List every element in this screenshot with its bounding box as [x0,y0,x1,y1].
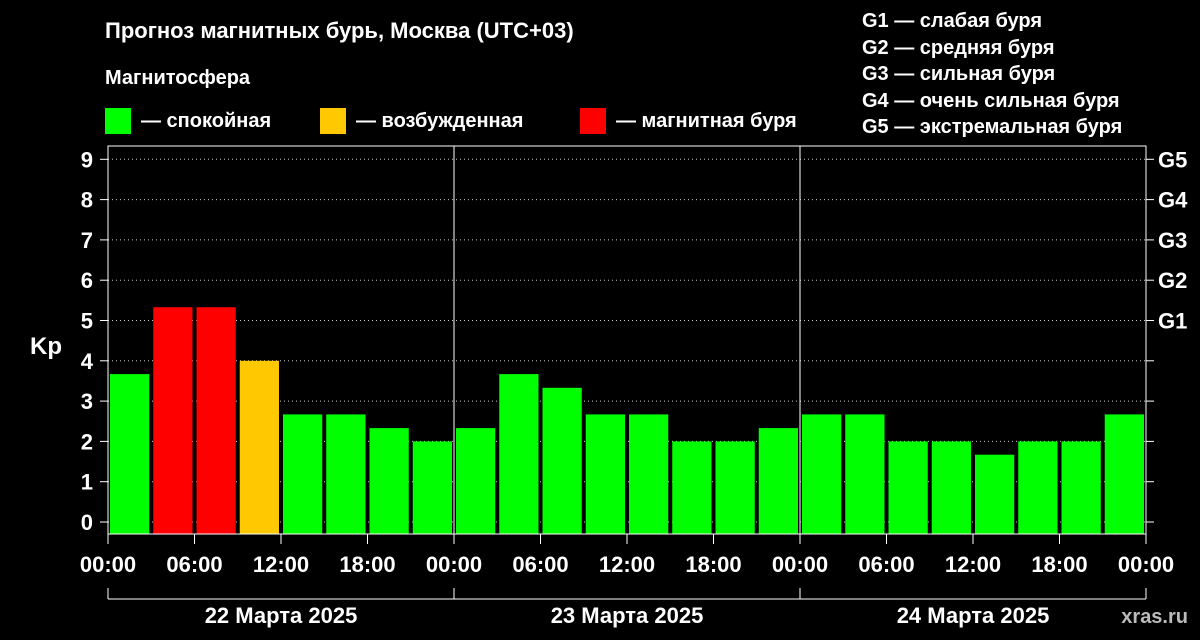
y-tick-label: 6 [81,268,93,293]
g-axis-label: G2 [1158,268,1187,293]
kp-bar [888,441,928,534]
x-tick-label: 00:00 [80,552,136,577]
y-tick-label: 4 [81,349,94,374]
y-axis-label: Kp [30,333,62,360]
y-tick-label: 9 [81,147,93,172]
kp-bar [412,441,452,534]
kp-bar [629,414,669,534]
g-axis-label: G1 [1158,309,1187,334]
kp-bar [1104,414,1144,534]
legend-swatch-storm [580,108,606,134]
kp-bar [239,360,279,534]
kp-bar [283,414,323,534]
x-tick-label: 00:00 [1118,552,1174,577]
kp-bar [715,441,755,534]
g-scale-g5: G5 — экстремальная буря [862,116,1123,138]
g-axis-label: G3 [1158,228,1187,253]
x-tick-label: 12:00 [945,552,1001,577]
day-label: 22 Марта 2025 [205,603,358,628]
kp-bar [672,441,712,534]
legend-item-active: — возбужденная [320,108,523,134]
x-tick-label: 18:00 [339,552,395,577]
kp-bar [1061,441,1101,534]
legend-swatch-quiet [105,108,131,134]
y-tick-label: 3 [81,389,93,414]
legend-title: Магнитосфера [105,67,251,89]
kp-bar [369,428,409,534]
x-tick-label: 18:00 [685,552,741,577]
kp-bar [1018,441,1058,534]
x-tick-label: 12:00 [599,552,655,577]
x-tick-label: 18:00 [1031,552,1087,577]
day-label: 24 Марта 2025 [897,603,1050,628]
g-axis-label: G5 [1158,147,1187,172]
kp-bar [845,414,885,534]
kp-bar [585,414,625,534]
y-tick-label: 5 [81,309,93,334]
y-tick-label: 0 [81,510,93,535]
x-tick-label: 12:00 [253,552,309,577]
legend-label-quiet: — спокойная [141,109,272,132]
kp-bar [153,307,193,534]
g-scale-g1: G1 — слабая буря [862,10,1043,32]
y-tick-label: 1 [81,470,93,495]
x-tick-label: 00:00 [426,552,482,577]
kp-bar [326,414,366,534]
x-tick-label: 00:00 [772,552,828,577]
watermark: xras.ru [1121,606,1188,628]
kp-bar [196,307,236,534]
g-scale-g2: G2 — средняя буря [862,37,1055,59]
g-scale-g4: G4 — очень сильная буря [862,90,1120,112]
y-tick-label: 7 [81,228,93,253]
y-tick-label: 8 [81,188,93,213]
legend-item-quiet: — спокойная [105,108,271,134]
kp-bar [110,374,150,534]
chart-title: Прогноз магнитных бурь, Москва (UTC+03) [105,18,574,43]
kp-bar [456,428,496,534]
kp-bar [975,454,1015,534]
kp-bar [542,387,582,534]
legend-swatch-active [320,108,346,134]
kp-bar [499,374,539,534]
x-tick-label: 06:00 [512,552,568,577]
kp-bar [931,441,971,534]
legend-label-active: — возбужденная [356,109,524,132]
g-scale-g3: G3 — сильная буря [862,63,1056,85]
x-tick-label: 06:00 [166,552,222,577]
day-label: 23 Марта 2025 [551,603,704,628]
g-axis-label: G4 [1158,188,1188,213]
x-tick-label: 06:00 [858,552,914,577]
y-tick-label: 2 [81,429,93,454]
kp-bar [758,428,798,534]
legend-item-storm: — магнитная буря [580,108,797,134]
legend-label-storm: — магнитная буря [616,109,797,132]
kp-bar [802,414,842,534]
